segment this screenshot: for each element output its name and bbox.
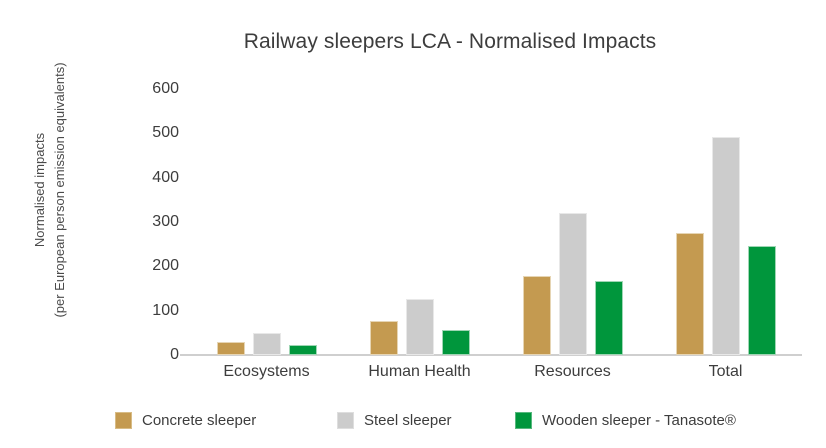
bar-concrete-total [675,232,704,355]
y-axis-tick-600: 600 [152,80,179,97]
legend-label-concrete: Concrete sleeper [142,412,257,429]
legend-item-steel[interactable]: Steel sleeper [337,412,452,429]
bar-steel-ecosystems [252,332,281,355]
x-axis-label-resources: Resources [534,363,611,380]
legend-label-steel: Steel sleeper [364,412,452,429]
y-axis-tick-0: 0 [170,346,179,363]
x-axis-label-total: Total [708,363,743,380]
bar-wooden-human-health [441,330,470,355]
y-axis-tick-labels: 0 100 200 300 400 500 600 [133,0,179,448]
bar-group-total: Total [649,89,802,380]
y-axis-title: Normalised impacts (per European person … [30,20,70,360]
x-axis-label-human-health: Human Health [368,363,471,380]
y-axis-tick-400: 400 [152,168,179,186]
bar-steel-total [711,136,740,355]
chart-title: Railway sleepers LCA - Normalised Impact… [243,30,657,53]
bars-container [649,89,802,355]
bar-wooden-ecosystems [288,344,317,355]
y-axis-tick-300: 300 [152,213,179,230]
y-axis-tick-100: 100 [152,301,179,319]
legend-item-concrete[interactable]: Concrete sleeper [115,412,256,429]
y-axis-title-line-1: Normalised impacts [32,132,47,248]
bar-steel-resources [558,213,587,355]
legend-swatch-steel-icon [337,412,354,429]
bar-steel-human-health [405,298,434,355]
legend-swatch-concrete-icon [115,412,132,429]
chart-legend: Concrete sleeper Steel sleeper Wooden slee… [115,412,815,438]
bars-container [496,89,649,355]
legend-swatch-wooden-icon [515,412,532,429]
x-axis-label-ecosystems: Ecosystems [223,363,310,380]
bars-container [190,89,343,355]
y-axis-tick-500: 500 [152,124,179,142]
bar-wooden-total [747,245,776,355]
plot-area: Ecosystems Human Health Resources Total [190,89,802,380]
y-axis-title-line-2: (per European person emission equivalent… [52,62,67,318]
bar-wooden-resources [594,280,623,355]
legend-item-wooden[interactable]: Wooden sleeper - Tanasote® [515,412,736,429]
bar-concrete-resources [522,276,551,355]
bars-container [343,89,496,355]
y-axis-tick-200: 200 [152,257,179,275]
x-axis-line [180,354,802,356]
bar-group-ecosystems: Ecosystems [190,89,343,380]
bar-concrete-human-health [369,320,398,355]
bar-group-resources: Resources [496,89,649,380]
legend-label-wooden: Wooden sleeper - Tanasote® [542,412,736,429]
bar-concrete-ecosystems [216,341,245,355]
bar-group-human-health: Human Health [343,89,496,380]
